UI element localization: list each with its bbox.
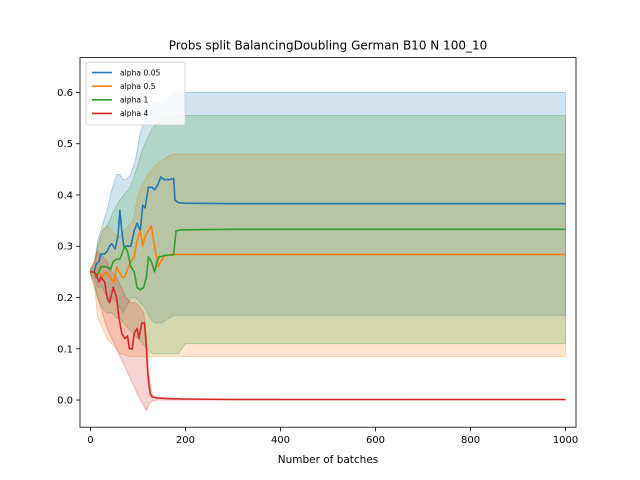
x-tick-label: 800 (461, 435, 480, 446)
legend-label: alpha 4 (120, 109, 148, 118)
legend: alpha 0.05 alpha 0.5 alpha 1 alpha 4 (85, 62, 186, 126)
band-alpha-1 (90, 115, 566, 355)
x-tick-label: 200 (176, 435, 195, 446)
confidence-bands (90, 92, 566, 412)
line-alpha-0-5 (90, 224, 566, 283)
line-alpha-4 (90, 271, 566, 401)
legend-box (85, 62, 186, 126)
series-lines (90, 176, 566, 401)
x-tick-label: 600 (366, 435, 385, 446)
y-tick-label: 0.5 (57, 139, 73, 150)
x-tick-label: 0 (87, 435, 93, 446)
y-tick-label: 0.1 (57, 344, 73, 355)
band-alpha-0-5 (90, 153, 566, 357)
y-tick-label: 0.6 (57, 88, 73, 99)
y-axis: 0.0 0.1 0.2 0.3 0.4 0.5 0.6 (57, 88, 80, 407)
x-axis: 0 200 400 600 800 1000 (87, 427, 578, 446)
y-tick-label: 0.0 (57, 396, 73, 407)
y-tick-label: 0.4 (57, 190, 73, 201)
legend-label: alpha 0.05 (120, 68, 161, 77)
y-tick-label: 0.2 (57, 293, 73, 304)
line-alpha-1 (90, 228, 566, 291)
x-tick-label: 1000 (553, 435, 578, 446)
line-alpha-0-05 (90, 176, 566, 273)
legend-label: alpha 0.5 (120, 82, 156, 91)
x-axis-label: Number of batches (278, 454, 379, 466)
legend-label: alpha 1 (120, 96, 148, 105)
y-tick-label: 0.3 (57, 242, 73, 253)
x-tick-label: 400 (271, 435, 290, 446)
chart-title: Probs split BalancingDoubling German B10… (169, 39, 487, 53)
plot-frame (79, 57, 577, 428)
